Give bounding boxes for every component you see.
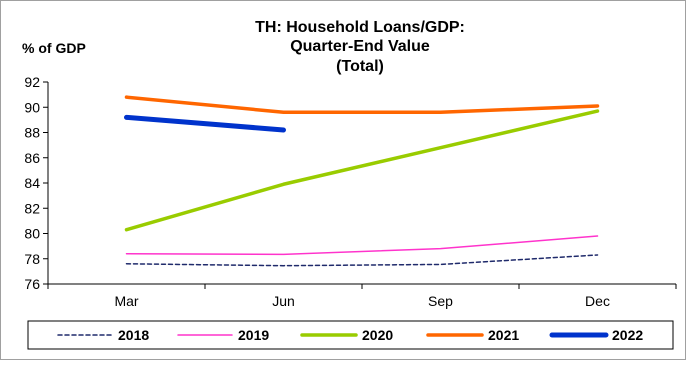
y-tick-label: 76	[24, 276, 40, 292]
series-line-2020	[124, 109, 600, 232]
legend-label-2020: 2020	[362, 327, 393, 343]
y-axis-label: % of GDP	[22, 40, 86, 56]
legend-label-2019: 2019	[238, 327, 269, 343]
y-tick-label: 88	[24, 125, 40, 141]
legend-label-2018: 2018	[118, 327, 149, 343]
x-tick-label: Sep	[428, 293, 453, 309]
y-tick-label: 86	[24, 150, 40, 166]
series-line-2022	[124, 114, 286, 133]
y-tick-label: 92	[24, 74, 40, 90]
legend-label-2021: 2021	[488, 327, 519, 343]
legend-label-2022: 2022	[612, 327, 643, 343]
chart-title-line-3: (Total)	[336, 58, 384, 75]
chart-title-line-1: TH: Household Loans/GDP:	[255, 19, 465, 36]
y-tick-label: 90	[24, 99, 40, 115]
chart-title-line-2: Quarter-End Value	[290, 38, 430, 55]
y-tick-label: 84	[24, 175, 40, 191]
x-tick-label: Mar	[114, 293, 138, 309]
series-line-2018	[125, 254, 599, 267]
series-layer	[124, 95, 600, 267]
series-line-2021	[124, 95, 600, 115]
y-tick-label: 80	[24, 226, 40, 242]
x-tick-label: Jun	[272, 293, 295, 309]
y-tick-label: 82	[24, 200, 40, 216]
axes: 76 78 80 82 84 86 88 90 92 Mar Jun Sep Dec	[24, 74, 677, 309]
y-tick-label: 78	[24, 251, 40, 267]
x-tick-label: Dec	[585, 293, 610, 309]
series-line-2019	[125, 235, 599, 256]
legend: 2018 2019 2020 2021 2022	[27, 320, 674, 350]
